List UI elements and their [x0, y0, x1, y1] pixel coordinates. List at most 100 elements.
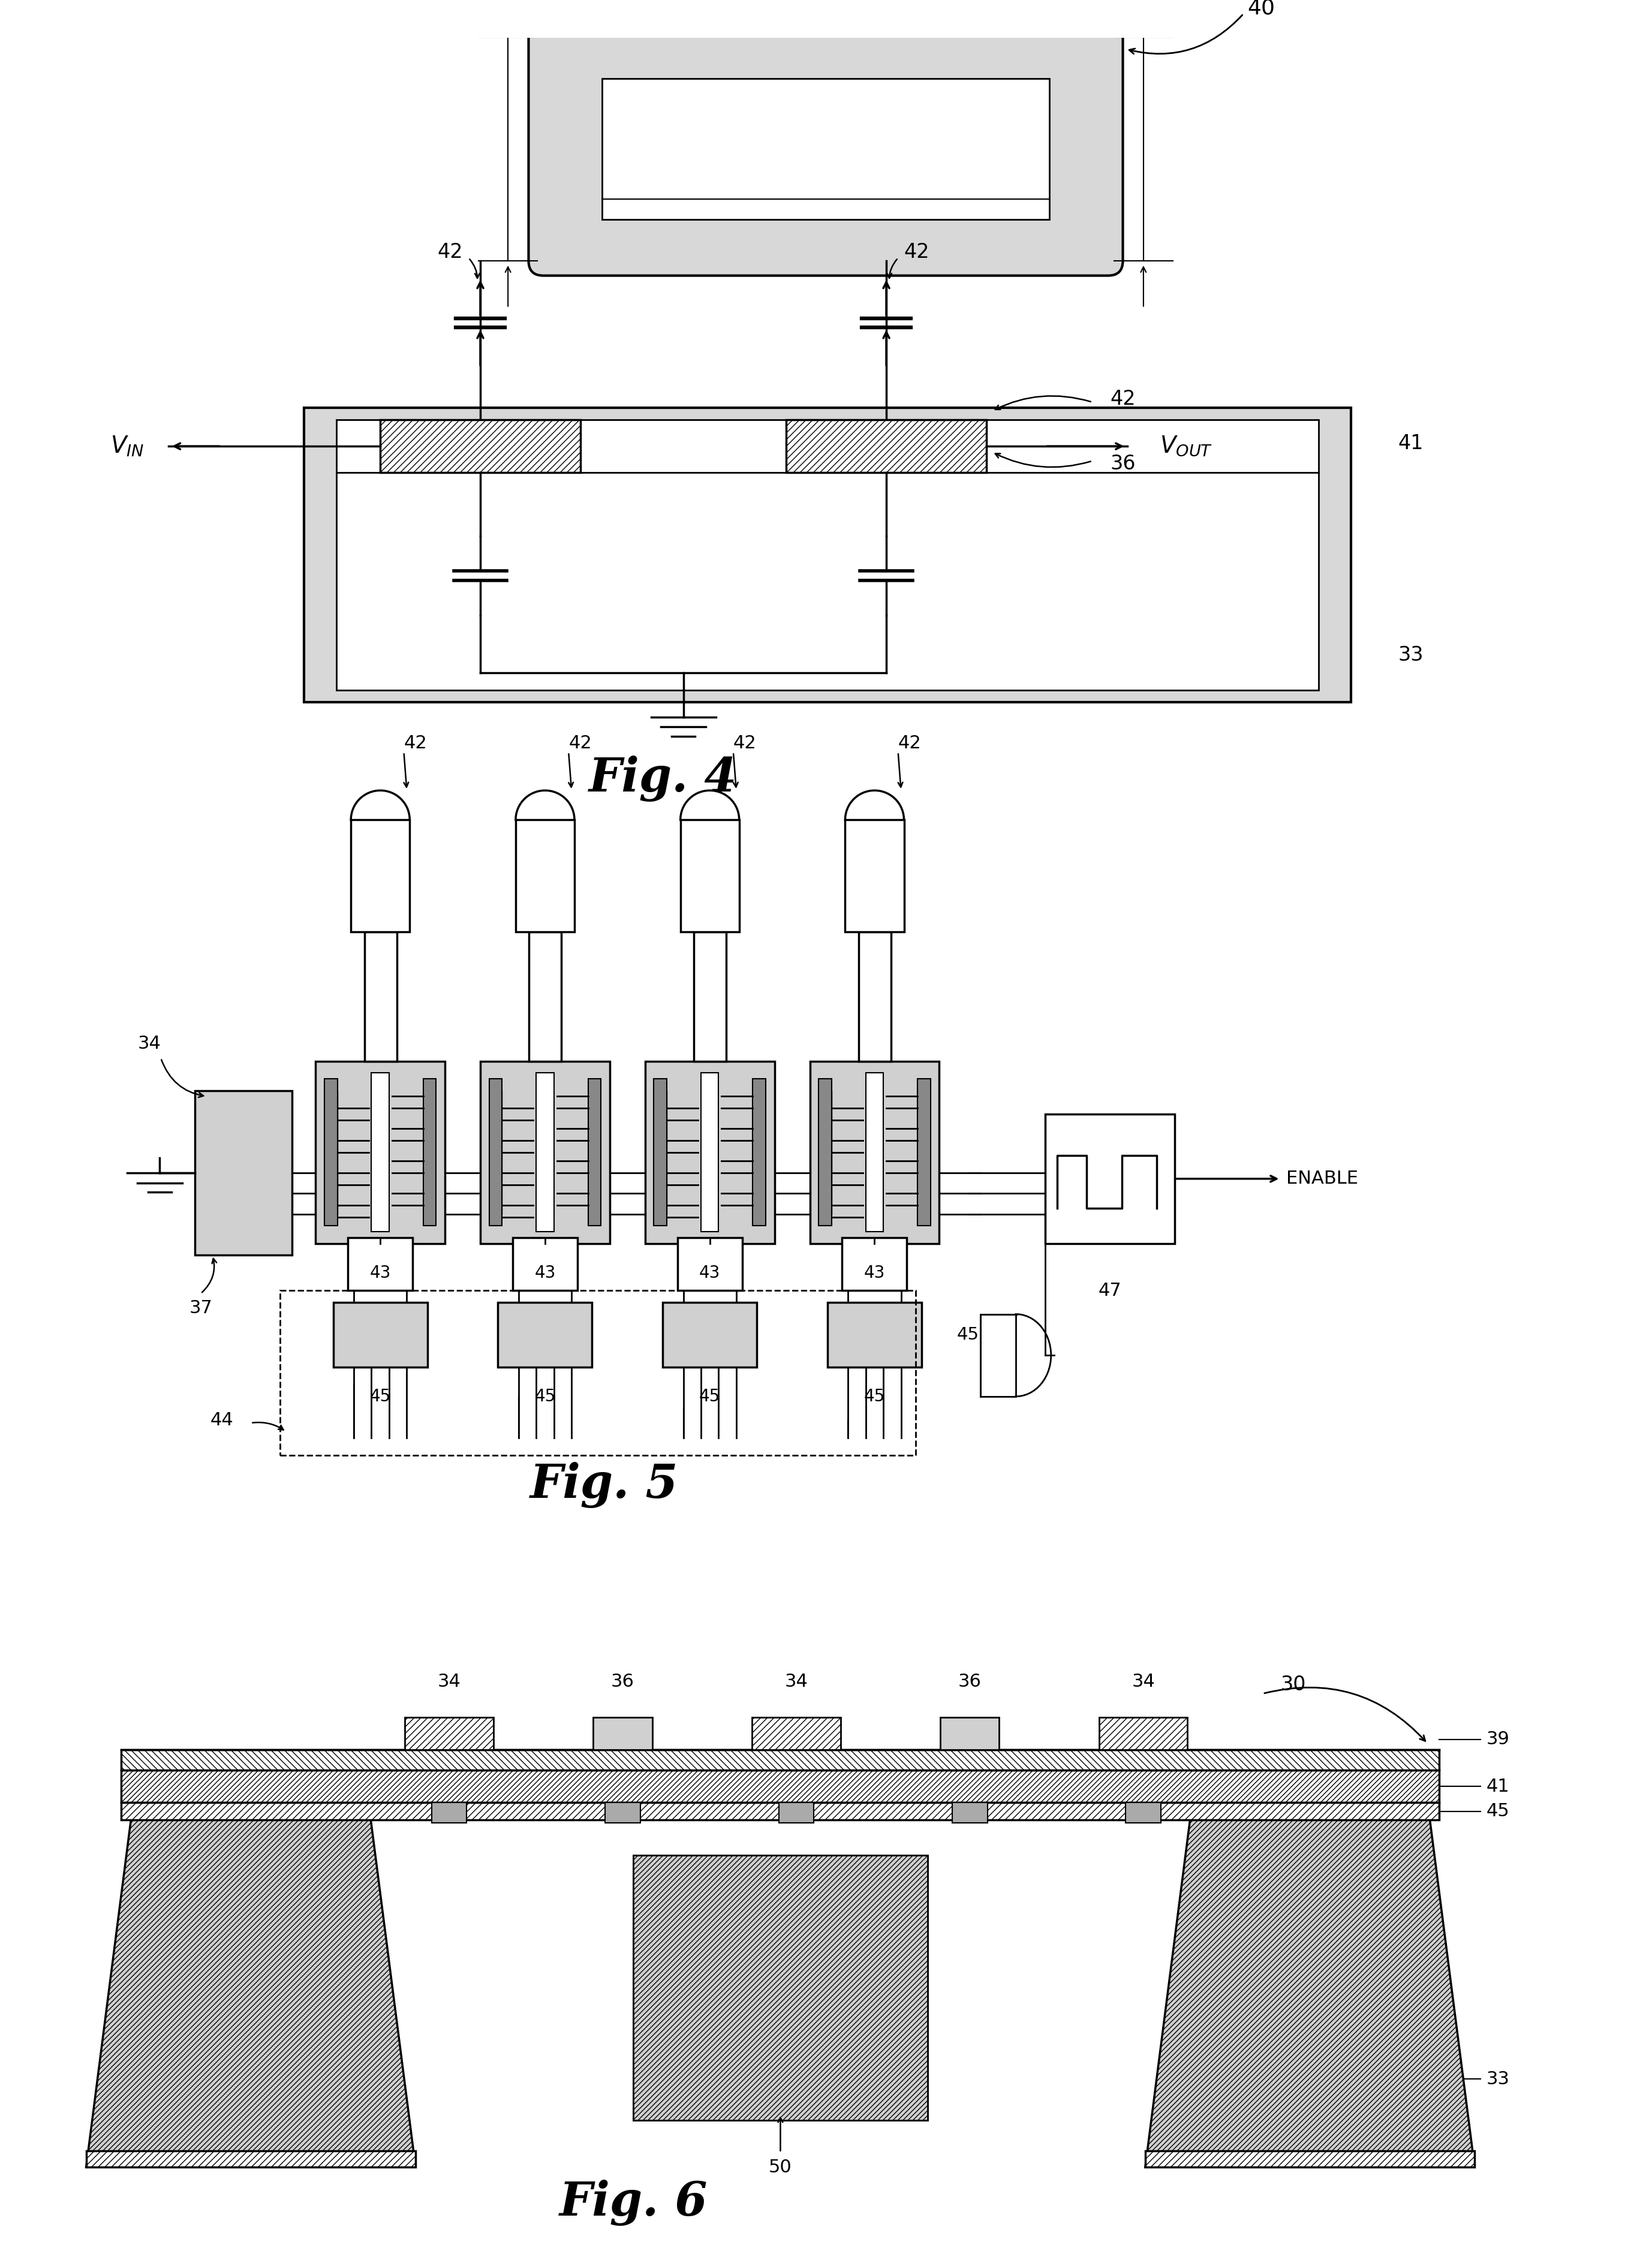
Bar [654, 1078, 667, 1226]
Bar [334, 1303, 428, 1368]
Text: 50: 50 [768, 2159, 791, 2177]
Text: $\mathit{V}_{IN}$: $\mathit{V}_{IN}$ [111, 435, 144, 457]
Bar [681, 821, 738, 933]
Bar [1145, 2150, 1475, 2168]
Text: 42: 42 [568, 735, 591, 751]
Text: 45: 45 [957, 1327, 980, 1343]
Bar [372, 1074, 390, 1231]
Text: 42: 42 [438, 242, 463, 262]
Bar [601, 78, 1049, 220]
Text: 34: 34 [785, 1673, 808, 1690]
Text: 34: 34 [438, 1673, 461, 1690]
Bar [662, 1303, 757, 1368]
Bar [752, 1717, 841, 1749]
Bar [537, 1074, 553, 1231]
Bar [350, 821, 410, 933]
Text: 42: 42 [1110, 390, 1135, 408]
Bar [700, 1074, 719, 1231]
Text: Fig. 4: Fig. 4 [588, 756, 737, 803]
Bar [753, 1078, 765, 1226]
Text: 45: 45 [370, 1388, 392, 1406]
Text: 42: 42 [899, 735, 922, 751]
Bar [786, 419, 986, 473]
Bar [324, 1090, 337, 1215]
Bar [121, 1803, 1439, 1821]
Text: 42: 42 [904, 242, 930, 262]
Polygon shape [86, 1803, 416, 2168]
Bar [980, 1314, 1016, 1397]
Text: 39: 39 [1487, 1731, 1510, 1749]
Bar [481, 1060, 610, 1244]
Bar [866, 1074, 884, 1231]
Text: 43: 43 [699, 1264, 720, 1280]
Text: 45: 45 [535, 1388, 555, 1406]
Bar [1046, 1114, 1175, 1244]
Text: 45: 45 [699, 1388, 720, 1406]
Bar [633, 1856, 927, 2121]
Bar [843, 1238, 907, 1291]
Text: 43: 43 [864, 1264, 885, 1280]
Bar [917, 1078, 930, 1226]
Text: 47: 47 [1099, 1282, 1122, 1300]
Bar [489, 1078, 502, 1226]
Text: 34: 34 [137, 1036, 160, 1051]
Bar [644, 1060, 775, 1244]
Bar [593, 1717, 653, 1749]
Bar [423, 1078, 436, 1226]
Text: 42: 42 [733, 735, 757, 751]
Bar [349, 1238, 413, 1291]
Text: 36: 36 [958, 1673, 981, 1690]
Bar [316, 1060, 444, 1244]
Text: 36: 36 [611, 1673, 634, 1690]
Bar [121, 1749, 1439, 1771]
Bar [515, 821, 575, 933]
Bar [380, 419, 580, 473]
Bar [281, 1291, 915, 1455]
Bar [497, 1303, 591, 1368]
Text: 30: 30 [1280, 1675, 1307, 1695]
Text: 36: 36 [1110, 453, 1135, 473]
Bar [304, 408, 1351, 702]
Text: 45: 45 [1487, 1803, 1510, 1821]
Bar [195, 1090, 292, 1256]
Bar [1125, 1803, 1161, 1823]
Bar [654, 1090, 667, 1215]
Text: 41: 41 [1487, 1778, 1510, 1796]
Text: 42: 42 [403, 735, 428, 751]
Bar [952, 1803, 988, 1823]
Text: 44: 44 [210, 1410, 233, 1428]
Text: 40: 40 [1247, 0, 1275, 18]
Bar [324, 1078, 337, 1226]
Bar [605, 1803, 641, 1823]
Bar [809, 1060, 940, 1244]
Bar [1099, 1717, 1188, 1749]
Bar [405, 1717, 494, 1749]
Text: 33: 33 [1398, 646, 1424, 666]
Text: 37: 37 [188, 1300, 213, 1316]
Text: Fig. 6: Fig. 6 [558, 2179, 707, 2226]
Bar [778, 1803, 814, 1823]
Bar [512, 1238, 578, 1291]
Text: Fig. 5: Fig. 5 [530, 1462, 677, 1509]
Bar [694, 933, 727, 1060]
Bar [677, 1238, 742, 1291]
Text: 43: 43 [370, 1264, 392, 1280]
Bar [431, 1803, 468, 1823]
Text: ENABLE: ENABLE [1287, 1170, 1358, 1188]
Text: 45: 45 [864, 1388, 885, 1406]
Bar [529, 933, 562, 1060]
Text: 34: 34 [1132, 1673, 1155, 1690]
Bar [859, 933, 890, 1060]
Bar [489, 1090, 502, 1215]
Bar [121, 1771, 1439, 1803]
Bar [365, 933, 396, 1060]
Bar [940, 1717, 999, 1749]
Bar [819, 1090, 831, 1215]
Bar [633, 1856, 927, 2121]
Bar [86, 2150, 416, 2168]
Bar [846, 821, 904, 933]
Bar [819, 1078, 831, 1226]
Bar [335, 419, 1318, 691]
FancyBboxPatch shape [529, 22, 1123, 276]
Bar [828, 1303, 922, 1368]
